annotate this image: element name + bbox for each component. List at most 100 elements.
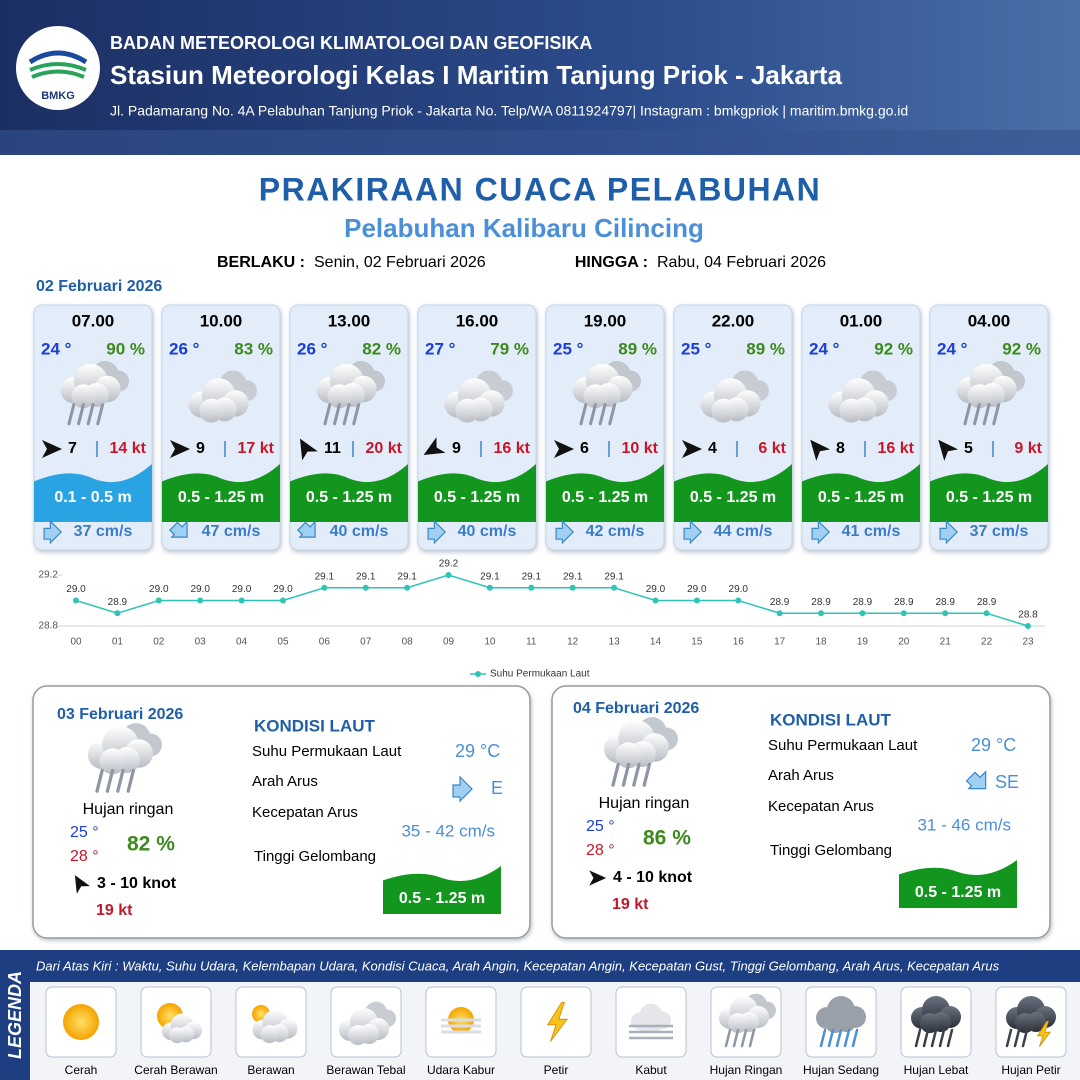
- x-tick-label: 11: [526, 637, 537, 648]
- legend-item-label: Berawan: [247, 1063, 294, 1077]
- data-point: [611, 584, 618, 591]
- data-label: 28.9: [894, 597, 914, 608]
- rain-drop: [77, 403, 85, 426]
- x-tick-label: 04: [236, 637, 248, 648]
- data-point: [693, 597, 700, 604]
- current-speed: 47 cm/s: [202, 523, 261, 540]
- x-tick-label: 20: [898, 637, 910, 648]
- min-temperature: 25 °: [70, 824, 99, 841]
- rain-drop: [819, 1028, 827, 1048]
- cloud-puff: [260, 1025, 279, 1044]
- rain-drop: [579, 403, 588, 426]
- gust-speed: 20 kt: [366, 440, 403, 457]
- gust-speed: 16 kt: [494, 440, 531, 457]
- current-direction: [939, 519, 959, 545]
- air-temperature: 26 °: [297, 339, 328, 358]
- wind-speed: 5: [964, 440, 973, 457]
- data-label: 28.9: [853, 597, 873, 608]
- legend-item-label: Berawan Tebal: [326, 1063, 405, 1077]
- gust-speed: 9 kt: [1014, 440, 1042, 457]
- data-point: [362, 584, 369, 591]
- x-tick-label: 22: [981, 637, 993, 648]
- humidity: 79 %: [490, 339, 529, 358]
- data-label: 28.9: [977, 597, 997, 608]
- wind-direction: [300, 438, 318, 461]
- humidity: 82 %: [362, 339, 401, 358]
- data-label: 29.1: [522, 571, 542, 582]
- data-label: 28.9: [770, 597, 790, 608]
- weather-icon: [816, 996, 866, 1048]
- wind-speed: 8: [836, 440, 845, 457]
- rain-drop: [851, 1028, 859, 1048]
- wave-height: 0.5 - 1.25 m: [915, 884, 1001, 901]
- wind-speed: 7: [68, 440, 77, 457]
- y-tick-label: 28.8: [39, 621, 59, 632]
- air-temperature: 26 °: [169, 339, 200, 358]
- legend-item-label: Cerah: [65, 1063, 98, 1077]
- current-direction: [169, 520, 188, 538]
- x-tick-label: 13: [609, 637, 621, 648]
- weather-icon: [339, 1001, 397, 1045]
- weather-icon: [60, 360, 129, 426]
- data-point: [279, 597, 286, 604]
- wind-direction: [810, 439, 831, 461]
- weather-icon: [1005, 996, 1056, 1048]
- wave-shape: [290, 464, 408, 522]
- rain-drop: [1021, 1028, 1029, 1048]
- humidity: 89 %: [618, 339, 657, 358]
- panel-date: 04 Februari 2026: [573, 700, 699, 717]
- min-temperature: 25 °: [586, 818, 615, 835]
- x-tick-label: 16: [733, 637, 745, 648]
- wave-shape: [930, 464, 1048, 522]
- cloud-puff: [615, 742, 642, 769]
- wave-height: 0.5 - 1.25 m: [306, 489, 392, 506]
- humidity: 86 %: [643, 827, 691, 850]
- time: 07.00: [72, 311, 115, 330]
- current-direction: [452, 775, 473, 803]
- time: 13.00: [328, 311, 371, 330]
- day1-date: 02 Februari 2026: [36, 278, 162, 295]
- rain-drop: [342, 403, 351, 426]
- panel-date: 03 Februari 2026: [57, 706, 183, 723]
- wind-direction: [938, 439, 959, 461]
- wave-shape: [899, 860, 1017, 908]
- humidity: 90 %: [106, 339, 145, 358]
- current-speed: 44 cm/s: [714, 523, 773, 540]
- x-tick-label: 09: [443, 637, 455, 648]
- gust-speed: 17 kt: [238, 440, 275, 457]
- data-label: 29.1: [563, 571, 583, 582]
- x-tick-label: 17: [774, 637, 786, 648]
- rain-drop: [621, 762, 631, 787]
- weather-label: Hujan ringan: [599, 795, 690, 812]
- data-label: 29.0: [273, 584, 293, 595]
- data-point: [569, 584, 576, 591]
- org-name: BADAN METEOROLOGI KLIMATOLOGI DAN GEOFIS…: [110, 33, 592, 53]
- cloud-puff: [583, 384, 608, 409]
- legend-item-label: Hujan Ringan: [710, 1063, 783, 1077]
- legend-swatch-dot: [475, 671, 481, 677]
- humidity: 92 %: [874, 339, 913, 358]
- rain-drop: [843, 1028, 851, 1048]
- data-point: [818, 610, 825, 617]
- weather-icon: [157, 1003, 202, 1044]
- wind-direction: [423, 437, 446, 455]
- data-label: 28.9: [935, 597, 955, 608]
- humidity: 92 %: [1002, 339, 1041, 358]
- cloud-puff: [71, 384, 96, 409]
- current-direction-label: E: [491, 778, 503, 798]
- x-tick-label: 03: [195, 637, 207, 648]
- station-name: Stasiun Meteorologi Kelas I Maritim Tanj…: [110, 60, 843, 90]
- weather-icon: [252, 1005, 298, 1044]
- gust-speed: 19 kt: [612, 896, 649, 913]
- cloud-puff: [711, 398, 736, 423]
- x-tick-label: 01: [112, 637, 124, 648]
- cloud-puff: [199, 398, 224, 423]
- wave-shape: [802, 464, 920, 522]
- logo-wave: [29, 62, 87, 79]
- rain-drop: [732, 1028, 740, 1048]
- air-temperature: 24 °: [937, 339, 968, 358]
- wave-shape: [674, 464, 792, 522]
- sea-label: Kecepatan Arus: [252, 804, 358, 821]
- data-label: 29.0: [66, 584, 86, 595]
- logo-text: BMKG: [41, 90, 75, 102]
